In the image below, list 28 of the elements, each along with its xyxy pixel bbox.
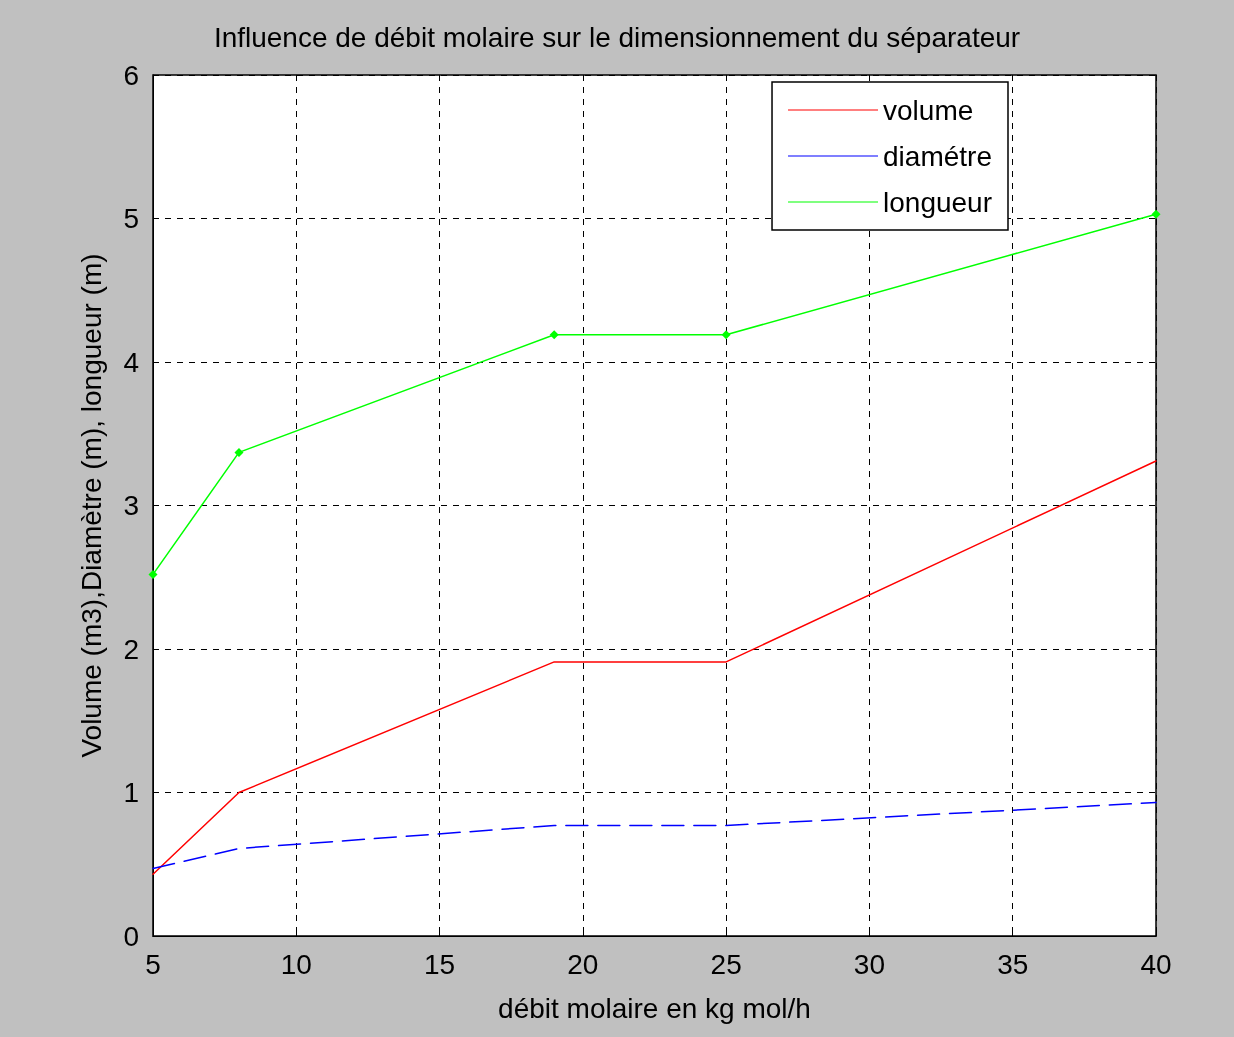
legend-label: diamétre [883, 140, 992, 172]
point [234, 447, 244, 457]
x-tick-label: 5 [145, 948, 161, 980]
line-series [152, 460, 1157, 876]
y-tick-label: 2 [123, 633, 139, 665]
point [148, 569, 158, 579]
x-tick-label: 10 [280, 948, 312, 980]
y-tick-label: 4 [123, 346, 139, 378]
point [721, 330, 731, 340]
y-axis-title: Volume (m3),Diamètre (m), longueur (m) [75, 253, 107, 758]
chart-title: Influence de débit molaire sur le dimensionnement du séparateur [213, 21, 1021, 53]
x-tick-label: 40 [1140, 948, 1172, 980]
x-tick-label: 35 [997, 948, 1029, 980]
line-series [152, 801, 1157, 870]
y-tick-label: 5 [123, 203, 139, 234]
x-tick-label: 25 [710, 948, 742, 980]
point [549, 330, 559, 340]
x-axis-title: débit molaire en kg mol/h [498, 992, 811, 1024]
x-tick-label: 20 [567, 948, 599, 980]
y-tick-label: 1 [123, 777, 139, 808]
y-tick-label: 3 [123, 490, 139, 521]
point [1151, 209, 1161, 219]
y-tick-label: 0 [123, 920, 139, 952]
legend-label: longueur [883, 186, 993, 218]
y-tick-label: 6 [123, 59, 139, 91]
legend-label: volume [883, 94, 974, 126]
x-tick-label: 30 [853, 948, 886, 980]
x-tick-label: 15 [423, 948, 456, 980]
